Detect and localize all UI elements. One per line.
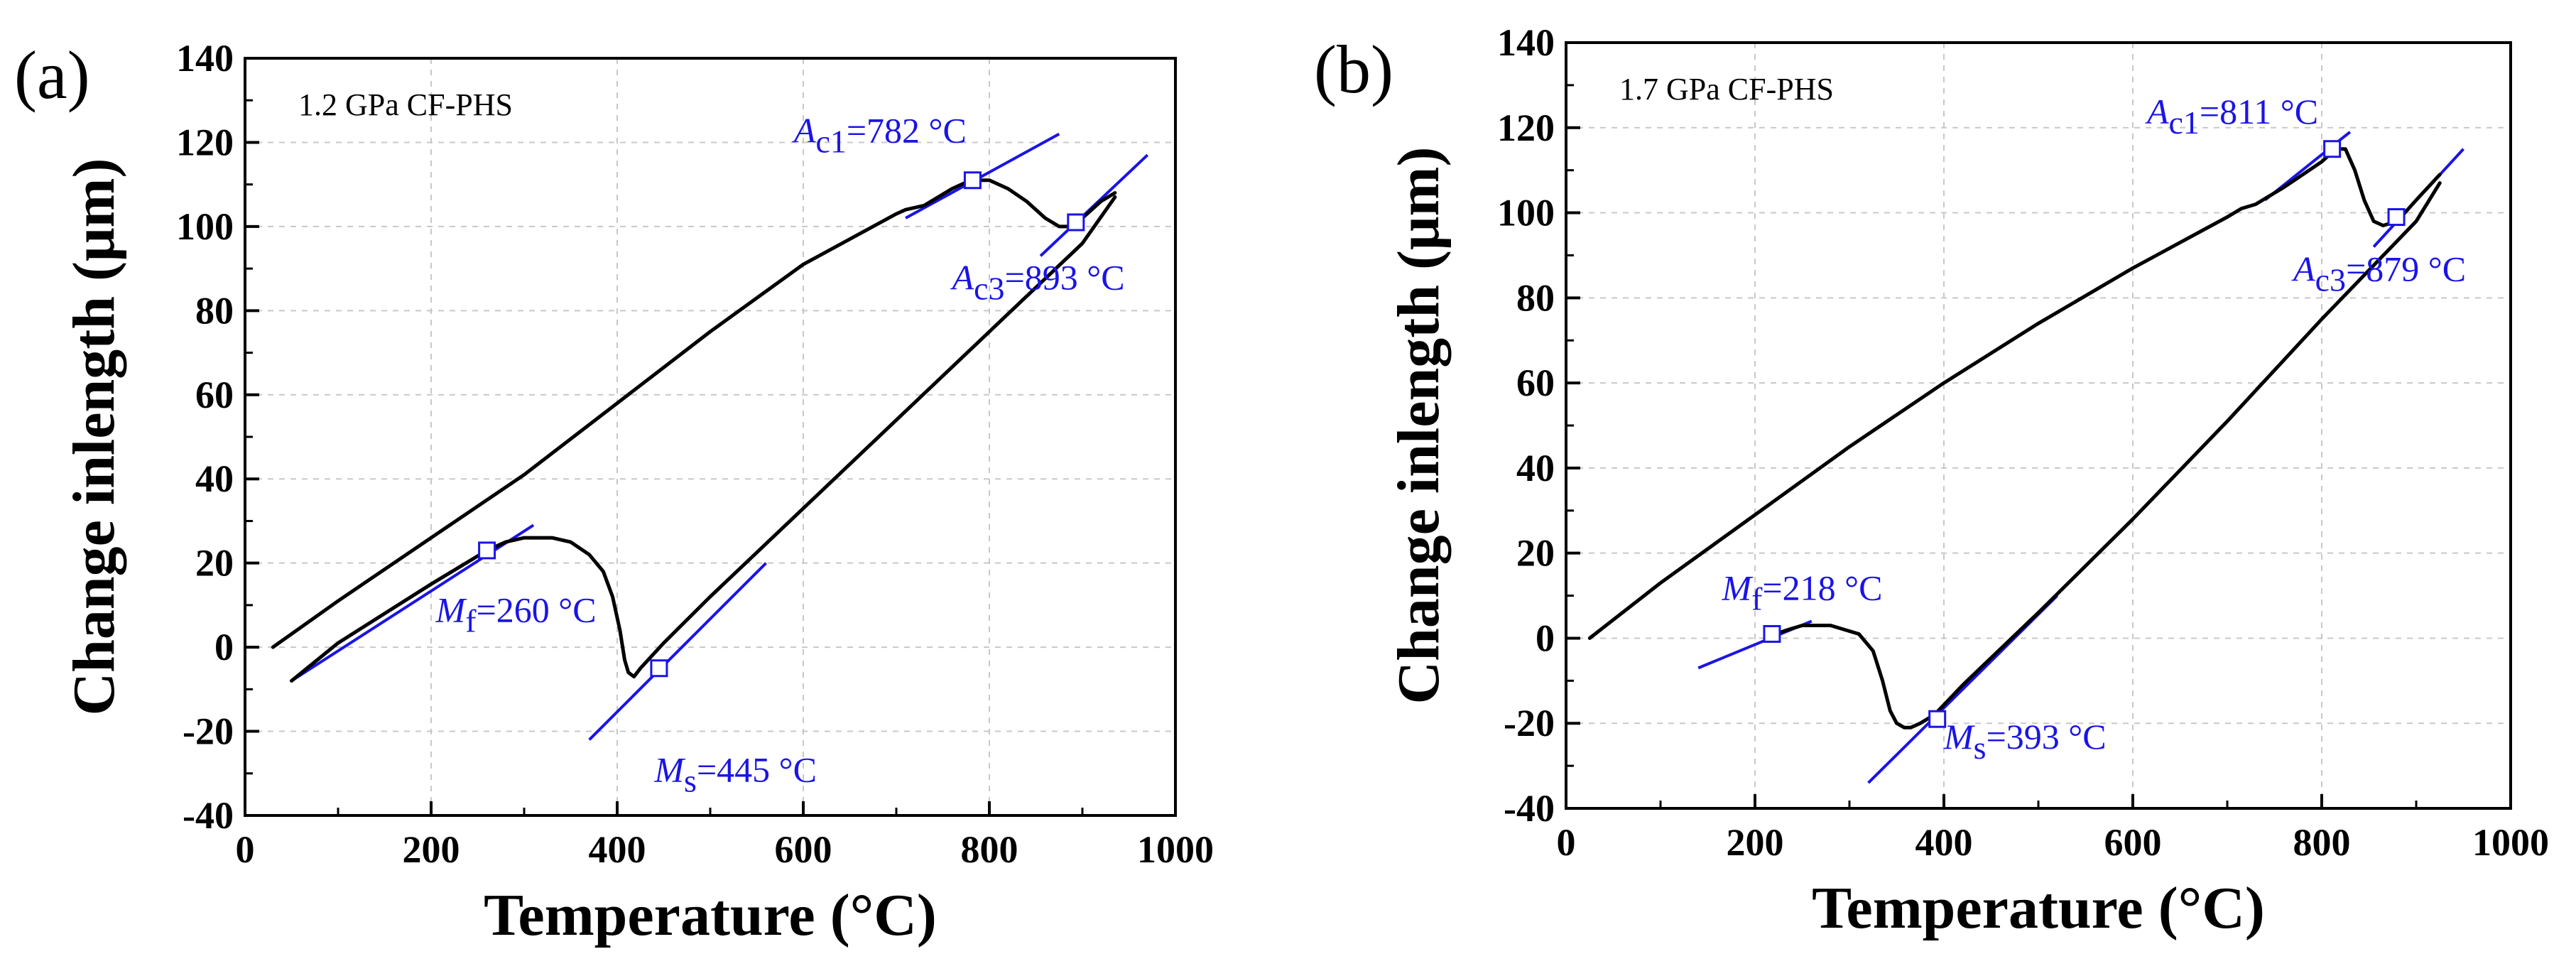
x-axis-title: Temperature (°C) — [484, 882, 937, 948]
annotation-symbol: M — [435, 590, 467, 630]
y-axis-title: Change inlength (μm) — [61, 158, 127, 716]
y-tick-label: 60 — [195, 374, 234, 416]
annotation-symbol: M — [1721, 568, 1753, 608]
tangent-line — [588, 562, 768, 741]
panel-b: 0 200 400 600 800 1000 -40 -20 0 20 40 60 80 100 120 14… — [1314, 21, 2549, 941]
annotation-symbol: A — [950, 258, 974, 298]
annotation-value: =879 °C — [2346, 249, 2466, 288]
annotation-value: =811 °C — [2200, 92, 2318, 131]
y-axis-title: Change inlength (μm) — [1386, 147, 1452, 705]
y-tick-label: 100 — [1497, 192, 1555, 234]
transition-marker — [1067, 213, 1085, 232]
annotation-value: =445 °C — [697, 750, 817, 790]
series-cooling-line — [290, 195, 1117, 683]
transition-marker — [1763, 624, 1781, 643]
y-tick-label: -40 — [1504, 787, 1555, 830]
transition-annotation: Ac1=811 °C — [2145, 92, 2318, 141]
y-tick-label: 20 — [195, 542, 234, 585]
annotation-subscript: c3 — [974, 271, 1004, 307]
transition-annotation: Ac3=893 °C — [950, 258, 1125, 307]
annotation-symbol: A — [2145, 92, 2169, 131]
y-tick-label: 80 — [1516, 276, 1555, 319]
panel-a: 0 200 400 600 800 1000 -40 -20 0 20 40 60 80 100 120 14… — [14, 37, 1214, 948]
series-heating-line — [1587, 147, 2442, 640]
transition-annotation: Mf=260 °C — [435, 590, 597, 639]
annotation-symbol: M — [1943, 717, 1975, 757]
annotation-subscript: f — [465, 603, 477, 639]
x-tick-label: 1000 — [2472, 821, 2549, 864]
y-tick-label: 60 — [1516, 362, 1555, 404]
x-tick-label: 400 — [589, 828, 646, 871]
transition-annotation: Ac3=879 °C — [2291, 249, 2466, 298]
chart-title: 1.2 GPa CF-PHS — [298, 87, 513, 122]
transition-annotation: Ac1=782 °C — [792, 110, 967, 159]
x-tick-label: 800 — [2293, 821, 2351, 864]
transition-annotation: Mf=218 °C — [1721, 568, 1882, 617]
x-tick-label: 0 — [236, 828, 255, 871]
y-tick-label: 0 — [1536, 617, 1555, 659]
x-axis-title: Temperature (°C) — [1812, 875, 2265, 941]
transition-annotation: Ms=445 °C — [653, 750, 817, 799]
y-tick-label: 120 — [1497, 107, 1555, 149]
y-tick-label: 20 — [1516, 532, 1555, 575]
y-tick-label: 80 — [195, 289, 234, 332]
annotation-value: =393 °C — [1987, 717, 2107, 757]
transition-marker — [963, 171, 982, 190]
transition-marker — [650, 659, 668, 678]
tangent-line — [905, 132, 1060, 219]
x-tick-label: 200 — [403, 828, 460, 871]
transition-annotation: Ms=393 °C — [1943, 717, 2107, 766]
x-tick-label: 400 — [1915, 821, 1973, 864]
annotation-value: =260 °C — [477, 590, 597, 630]
x-tick-label: 600 — [2104, 821, 2162, 864]
annotation-symbol: M — [653, 750, 685, 790]
y-tick-label: 120 — [176, 121, 234, 163]
transition-marker — [2387, 208, 2406, 227]
y-tick-label: 100 — [176, 205, 234, 248]
annotation-value: =893 °C — [1005, 258, 1125, 298]
y-tick-label: -20 — [1504, 702, 1555, 744]
y-tick-label: 0 — [214, 626, 234, 668]
transition-marker — [1928, 710, 1947, 728]
annotation-value: =218 °C — [1762, 568, 1882, 608]
annotation-subscript: c3 — [2315, 261, 2346, 298]
transition-marker — [2323, 140, 2342, 158]
x-tick-label: 600 — [775, 828, 832, 871]
y-tick-label: -20 — [183, 710, 234, 753]
y-tick-label: 40 — [1516, 447, 1555, 489]
annotation-subscript: s — [684, 763, 697, 799]
annotation-symbol: A — [792, 110, 816, 150]
annotation-subscript: c1 — [815, 123, 846, 159]
x-tick-label: 0 — [1557, 821, 1576, 864]
transition-marker — [478, 541, 496, 560]
annotation-subscript: s — [1974, 730, 1987, 766]
annotation-value: =782 °C — [847, 110, 967, 150]
y-tick-label: 140 — [1497, 21, 1555, 64]
y-tick-label: -40 — [183, 794, 234, 837]
y-tick-label: 140 — [176, 37, 234, 80]
annotation-symbol: A — [2291, 249, 2315, 288]
x-tick-label: 1000 — [1137, 828, 1214, 871]
x-tick-label: 200 — [1727, 821, 1784, 864]
panel-label: (a) — [14, 37, 90, 113]
x-tick-label: 800 — [961, 828, 1018, 871]
annotation-subscript: c1 — [2168, 104, 2199, 141]
panel-label: (b) — [1314, 31, 1393, 107]
y-tick-label: 40 — [195, 457, 234, 500]
annotation-subscript: f — [1751, 581, 1763, 617]
plot-frame — [244, 57, 1177, 817]
chart-title: 1.7 GPa CF-PHS — [1619, 72, 1834, 107]
series-cooling-line — [1770, 181, 2442, 730]
plot-frame — [1565, 41, 2512, 810]
